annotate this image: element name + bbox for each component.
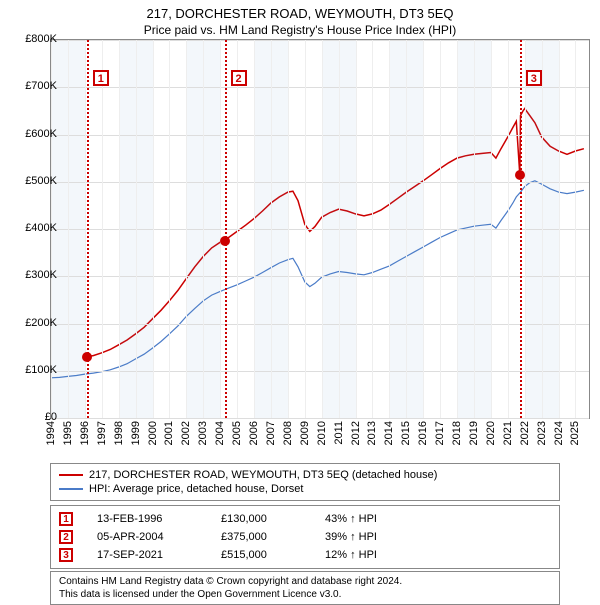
x-tick-label: 1997	[96, 421, 108, 445]
x-tick-label: 2022	[519, 421, 531, 445]
legend: 217, DORCHESTER ROAD, WEYMOUTH, DT3 5EQ …	[50, 463, 560, 501]
x-tick-label: 2017	[434, 421, 446, 445]
y-tick-label: £800K	[25, 33, 57, 45]
sale-marker-box: 1	[93, 70, 109, 86]
sale-marker-box: 3	[526, 70, 542, 86]
sale-row-marker: 1	[59, 512, 73, 526]
y-tick-label: £0	[45, 411, 57, 423]
x-axis-ticks: 1994199519961997199819992000200120022003…	[50, 419, 590, 457]
sale-marker-dot	[82, 352, 92, 362]
chart-title: 217, DORCHESTER ROAD, WEYMOUTH, DT3 5EQ	[0, 6, 600, 21]
sale-row: 1 13-FEB-1996 £130,000 43% ↑ HPI	[59, 510, 551, 528]
legend-item: 217, DORCHESTER ROAD, WEYMOUTH, DT3 5EQ …	[59, 468, 551, 482]
y-tick-label: £500K	[25, 175, 57, 187]
y-tick-label: £300K	[25, 269, 57, 281]
x-tick-label: 1995	[62, 421, 74, 445]
sale-price: £375,000	[221, 531, 301, 543]
x-tick-label: 2006	[248, 421, 260, 445]
x-tick-label: 2019	[468, 421, 480, 445]
x-tick-label: 2023	[536, 421, 548, 445]
sale-row: 2 05-APR-2004 £375,000 39% ↑ HPI	[59, 528, 551, 546]
y-tick-label: £400K	[25, 222, 57, 234]
x-tick-label: 2020	[485, 421, 497, 445]
x-tick-label: 2004	[214, 421, 226, 445]
legend-label: HPI: Average price, detached house, Dors…	[89, 483, 303, 495]
x-tick-label: 2024	[553, 421, 565, 445]
sale-row: 3 17-SEP-2021 £515,000 12% ↑ HPI	[59, 546, 551, 564]
x-tick-label: 2012	[350, 421, 362, 445]
x-tick-label: 1999	[130, 421, 142, 445]
chart-subtitle: Price paid vs. HM Land Registry's House …	[0, 23, 600, 37]
sale-marker-dot	[220, 236, 230, 246]
sale-price: £130,000	[221, 513, 301, 525]
y-tick-label: £700K	[25, 80, 57, 92]
sale-diff: 39% ↑ HPI	[325, 531, 551, 543]
x-tick-label: 2025	[569, 421, 581, 445]
sale-price: £515,000	[221, 549, 301, 561]
x-tick-label: 2016	[417, 421, 429, 445]
title-block: 217, DORCHESTER ROAD, WEYMOUTH, DT3 5EQ …	[0, 0, 600, 39]
x-tick-label: 2009	[299, 421, 311, 445]
x-tick-label: 1994	[45, 421, 57, 445]
x-tick-label: 2002	[180, 421, 192, 445]
sales-table: 1 13-FEB-1996 £130,000 43% ↑ HPI 2 05-APR-200…	[50, 505, 560, 569]
legend-item: HPI: Average price, detached house, Dors…	[59, 482, 551, 496]
x-tick-label: 2010	[316, 421, 328, 445]
sale-row-marker: 2	[59, 530, 73, 544]
x-tick-label: 2008	[282, 421, 294, 445]
sale-date: 05-APR-2004	[97, 531, 197, 543]
legend-label: 217, DORCHESTER ROAD, WEYMOUTH, DT3 5EQ …	[89, 469, 437, 481]
x-tick-label: 1996	[79, 421, 91, 445]
y-tick-label: £100K	[25, 364, 57, 376]
x-tick-label: 2018	[451, 421, 463, 445]
legend-swatch	[59, 474, 83, 476]
x-tick-label: 2014	[383, 421, 395, 445]
footer-line-1: Contains HM Land Registry data © Crown c…	[59, 575, 551, 588]
y-tick-label: £600K	[25, 128, 57, 140]
sale-date: 13-FEB-1996	[97, 513, 197, 525]
sale-diff: 12% ↑ HPI	[325, 549, 551, 561]
footer: Contains HM Land Registry data © Crown c…	[50, 571, 560, 605]
x-tick-label: 2021	[502, 421, 514, 445]
x-tick-label: 2000	[147, 421, 159, 445]
sale-row-marker: 3	[59, 548, 73, 562]
legend-swatch	[59, 488, 83, 490]
y-tick-label: £200K	[25, 317, 57, 329]
x-tick-label: 2015	[400, 421, 412, 445]
sale-diff: 43% ↑ HPI	[325, 513, 551, 525]
x-tick-label: 2003	[197, 421, 209, 445]
sale-marker-box: 2	[231, 70, 247, 86]
x-tick-label: 2013	[366, 421, 378, 445]
x-tick-label: 2005	[231, 421, 243, 445]
chart-container: 217, DORCHESTER ROAD, WEYMOUTH, DT3 5EQ …	[0, 0, 600, 590]
sale-date: 17-SEP-2021	[97, 549, 197, 561]
x-tick-label: 1998	[113, 421, 125, 445]
sale-marker-dot	[515, 170, 525, 180]
x-tick-label: 2011	[333, 421, 345, 445]
x-tick-label: 2001	[163, 421, 175, 445]
plot-area: 1 2 3	[50, 39, 590, 419]
x-tick-label: 2007	[265, 421, 277, 445]
